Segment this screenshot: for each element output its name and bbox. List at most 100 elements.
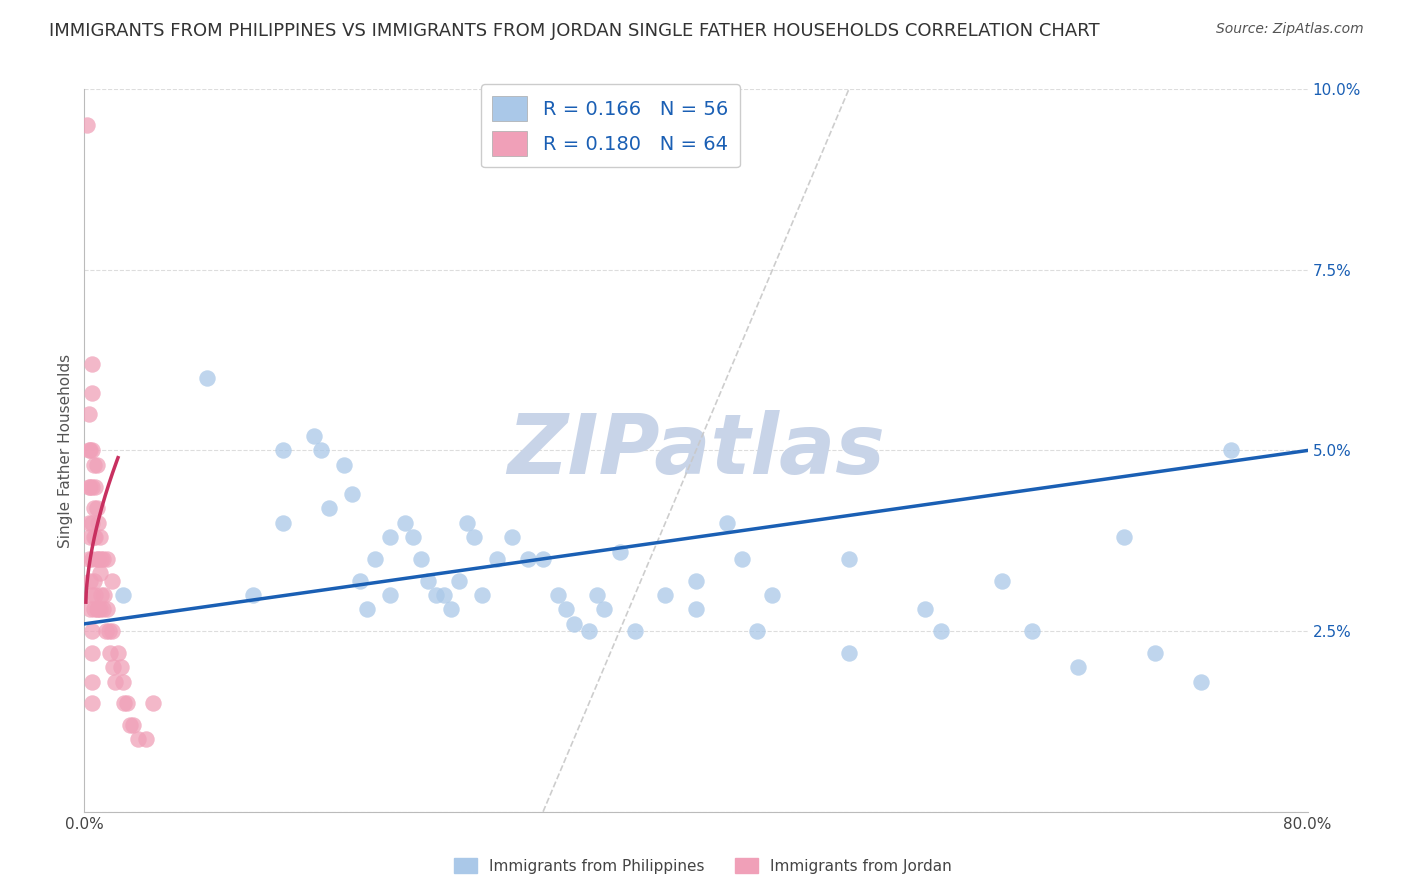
Point bbox=[101, 624, 124, 639]
Legend: Immigrants from Philippines, Immigrants from Jordan: Immigrants from Philippines, Immigrants … bbox=[449, 852, 957, 880]
Point bbox=[425, 588, 447, 602]
Point bbox=[578, 624, 600, 639]
Point bbox=[318, 501, 340, 516]
Point bbox=[838, 551, 860, 566]
Point bbox=[447, 574, 470, 588]
Point bbox=[1220, 443, 1243, 458]
Point bbox=[86, 458, 108, 472]
Point bbox=[122, 718, 145, 732]
Point bbox=[80, 385, 103, 400]
Point bbox=[80, 551, 103, 566]
Point bbox=[80, 480, 103, 494]
Point bbox=[90, 588, 112, 602]
Point bbox=[112, 697, 135, 711]
Point bbox=[87, 551, 110, 566]
Point bbox=[654, 588, 676, 602]
Point bbox=[89, 602, 111, 616]
Text: Source: ZipAtlas.com: Source: ZipAtlas.com bbox=[1216, 22, 1364, 37]
Point bbox=[111, 588, 134, 602]
Point bbox=[456, 516, 478, 530]
Point bbox=[98, 646, 121, 660]
Point bbox=[77, 480, 100, 494]
Point bbox=[93, 588, 115, 602]
Point bbox=[685, 574, 707, 588]
Point bbox=[440, 602, 463, 616]
Point bbox=[77, 516, 100, 530]
Point bbox=[90, 551, 112, 566]
Point bbox=[731, 551, 754, 566]
Point bbox=[83, 602, 105, 616]
Y-axis label: Single Father Households: Single Father Households bbox=[58, 353, 73, 548]
Point bbox=[80, 443, 103, 458]
Point bbox=[340, 487, 363, 501]
Point bbox=[83, 458, 105, 472]
Point bbox=[914, 602, 936, 616]
Point bbox=[127, 732, 149, 747]
Point bbox=[747, 624, 769, 639]
Point bbox=[80, 357, 103, 371]
Point bbox=[364, 551, 387, 566]
Point bbox=[135, 732, 157, 747]
Point bbox=[87, 516, 110, 530]
Point bbox=[77, 443, 100, 458]
Point bbox=[486, 551, 509, 566]
Legend: R = 0.166   N = 56, R = 0.180   N = 64: R = 0.166 N = 56, R = 0.180 N = 64 bbox=[481, 85, 740, 168]
Point bbox=[349, 574, 371, 588]
Point bbox=[76, 118, 98, 132]
Point bbox=[87, 602, 110, 616]
Point bbox=[463, 530, 485, 544]
Point bbox=[80, 588, 103, 602]
Point bbox=[271, 516, 294, 530]
Point bbox=[115, 697, 138, 711]
Text: ZIPatlas: ZIPatlas bbox=[508, 410, 884, 491]
Point bbox=[685, 602, 707, 616]
Point bbox=[761, 588, 783, 602]
Point bbox=[83, 574, 105, 588]
Point bbox=[77, 551, 100, 566]
Point bbox=[79, 574, 101, 588]
Point bbox=[471, 588, 494, 602]
Point bbox=[433, 588, 456, 602]
Point bbox=[111, 674, 134, 689]
Point bbox=[86, 551, 108, 566]
Point bbox=[195, 371, 218, 385]
Point bbox=[624, 624, 647, 639]
Point bbox=[502, 530, 524, 544]
Point bbox=[120, 718, 142, 732]
Point bbox=[531, 551, 554, 566]
Point bbox=[302, 429, 325, 443]
Point bbox=[110, 660, 132, 674]
Point bbox=[91, 551, 114, 566]
Point bbox=[356, 602, 378, 616]
Point bbox=[838, 646, 860, 660]
Point bbox=[1114, 530, 1136, 544]
Point bbox=[86, 602, 108, 616]
Point bbox=[84, 530, 107, 544]
Point bbox=[242, 588, 264, 602]
Point bbox=[79, 530, 101, 544]
Point bbox=[716, 516, 738, 530]
Point bbox=[142, 697, 165, 711]
Point bbox=[96, 551, 118, 566]
Point bbox=[91, 602, 114, 616]
Point bbox=[1143, 646, 1166, 660]
Point bbox=[77, 407, 100, 422]
Point bbox=[402, 530, 425, 544]
Point bbox=[96, 602, 118, 616]
Point bbox=[84, 588, 107, 602]
Point bbox=[80, 646, 103, 660]
Point bbox=[516, 551, 538, 566]
Point bbox=[89, 530, 111, 544]
Text: IMMIGRANTS FROM PHILIPPINES VS IMMIGRANTS FROM JORDAN SINGLE FATHER HOUSEHOLDS C: IMMIGRANTS FROM PHILIPPINES VS IMMIGRANT… bbox=[49, 22, 1099, 40]
Point bbox=[555, 602, 578, 616]
Point bbox=[333, 458, 356, 472]
Point bbox=[380, 588, 402, 602]
Point bbox=[104, 674, 127, 689]
Point bbox=[80, 516, 103, 530]
Point bbox=[79, 602, 101, 616]
Point bbox=[593, 602, 616, 616]
Point bbox=[418, 574, 440, 588]
Point bbox=[547, 588, 569, 602]
Point bbox=[79, 480, 101, 494]
Point bbox=[79, 443, 101, 458]
